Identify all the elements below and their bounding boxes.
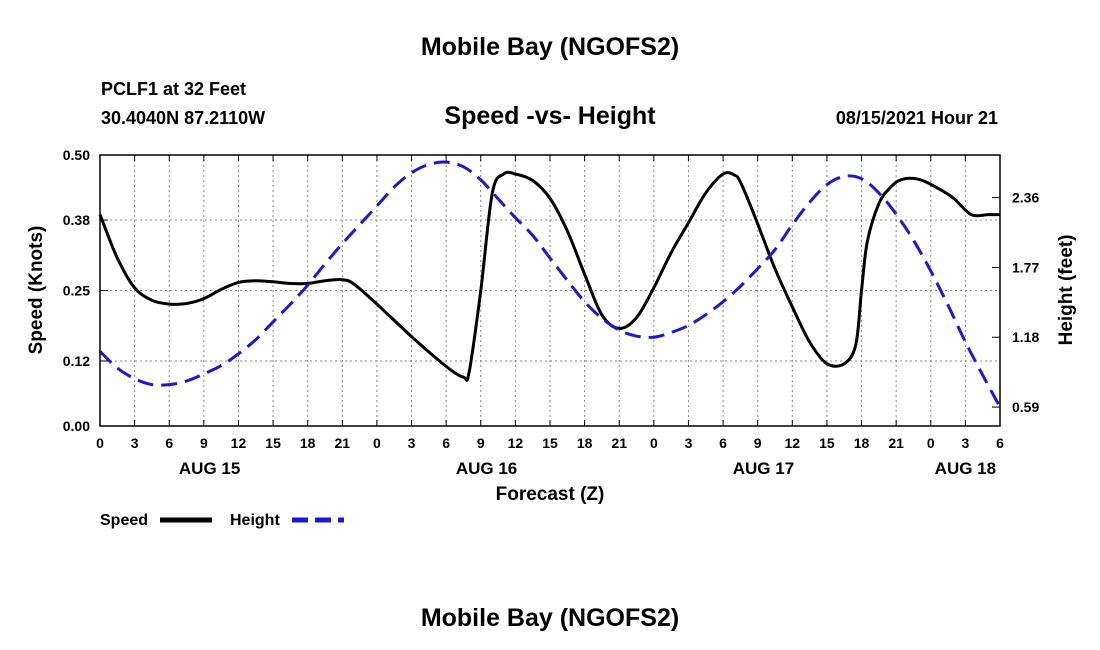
height-series-line	[98, 160, 1002, 408]
x-tick-label: 9	[754, 435, 762, 451]
x-tick-label: 18	[577, 435, 593, 451]
y2-tick-label: 0.59	[1012, 399, 1039, 415]
legend-height-label: Height	[230, 512, 280, 529]
y-tick-label: 0.50	[63, 147, 90, 163]
x-tick-label: 9	[477, 435, 485, 451]
y2-tick-label: 1.18	[1012, 329, 1039, 345]
x-tick-labels: 0 3 6 9 12 15 18 21 0 3 6 9 12 15 18 21 0 3 6 9 12 15 18 21 0 3 6	[96, 435, 1004, 451]
y2-axis-label: Height (feet)	[1056, 235, 1077, 346]
footer-title: Mobile Bay (NGOFS2)	[421, 604, 679, 632]
x-tick-label: 6	[165, 435, 173, 451]
x-tick-label: 15	[819, 435, 835, 451]
day-label: AUG 17	[733, 459, 794, 478]
x-tick-label: 18	[854, 435, 870, 451]
x-tick-label: 21	[611, 435, 627, 451]
y2-tick-label: 2.36	[1012, 190, 1039, 206]
x-tick-label: 18	[300, 435, 316, 451]
grid-lines	[100, 155, 1000, 426]
x-tick-label: 6	[442, 435, 450, 451]
day-label: AUG 16	[456, 459, 517, 478]
speed-line	[98, 170, 1001, 382]
y-tick-label: 0.38	[63, 212, 90, 228]
legend: Speed Height	[100, 512, 344, 529]
x-tick-label: 3	[131, 435, 139, 451]
height-line	[98, 160, 1002, 408]
legend-speed-label: Speed	[100, 512, 148, 529]
x-tick-label: 0	[96, 435, 104, 451]
x-tick-label: 12	[231, 435, 247, 451]
y-tick-label: 0.12	[63, 353, 90, 369]
coordinates-label: 30.4040N 87.2110W	[101, 108, 265, 128]
x-tick-label: 9	[200, 435, 208, 451]
y2-tick-label: 1.77	[1012, 259, 1039, 275]
x-tick-label: 12	[785, 435, 801, 451]
x-tick-label: 21	[888, 435, 904, 451]
x-tick-label: 6	[719, 435, 727, 451]
datetime-label: 08/15/2021 Hour 21	[836, 108, 998, 128]
x-tick-label: 21	[335, 435, 351, 451]
y2-tick-labels: 0.59 1.18 1.77 2.36	[1012, 190, 1039, 415]
x-tick-label: 0	[927, 435, 935, 451]
x-tick-label: 3	[408, 435, 416, 451]
x-axis-label: Forecast (Z)	[496, 484, 605, 505]
x-tick-label: 15	[265, 435, 281, 451]
day-label: AUG 15	[179, 459, 240, 478]
x-tick-label: 15	[542, 435, 558, 451]
y-tick-label: 0.00	[63, 418, 90, 434]
x-tick-label: 12	[508, 435, 524, 451]
y-axis-label: Speed (Knots)	[26, 226, 47, 355]
day-label: AUG 18	[935, 459, 996, 478]
chart-title: Speed -vs- Height	[444, 102, 656, 130]
x-tick-label: 0	[650, 435, 658, 451]
x-tick-label: 3	[685, 435, 693, 451]
page-title: Mobile Bay (NGOFS2)	[421, 33, 679, 61]
station-label: PCLF1 at 32 Feet	[101, 79, 246, 99]
x-tick-label: 3	[961, 435, 969, 451]
speed-series-line	[98, 170, 1001, 382]
x-tick-label: 6	[996, 435, 1004, 451]
axis-ticks	[99, 154, 1001, 427]
day-labels: AUG 15 AUG 16 AUG 17 AUG 18	[179, 459, 996, 478]
x-tick-label: 0	[373, 435, 381, 451]
y-tick-labels: 0.00 0.12 0.25 0.38 0.50	[63, 147, 90, 434]
y-tick-label: 0.25	[63, 283, 90, 299]
